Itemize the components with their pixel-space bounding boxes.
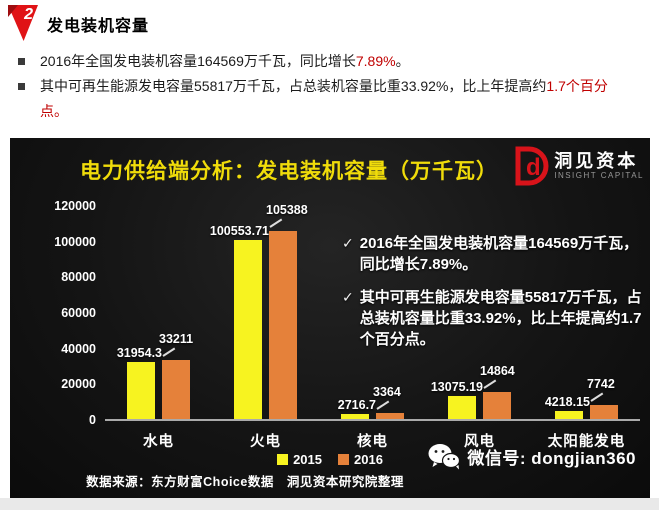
annotation-box: ✓ 2016年全国发电装机容量164569万千瓦，同比增长7.89%。 ✓ 其中… [342, 234, 642, 363]
bar-s0-c0: 31954.3 [117, 346, 162, 419]
legend-item-2015: 2015 [277, 452, 322, 467]
bar-s1-c4: 7742 [587, 377, 618, 419]
bar-group-3: 13075.19 14864 [426, 207, 533, 419]
y-tick-label: 0 [89, 413, 96, 427]
label-leader-line [376, 400, 390, 410]
svg-text:d: d [526, 154, 541, 181]
y-tick-label: 60000 [61, 306, 96, 320]
legend-swatch-icon [277, 454, 289, 465]
logo-name: 洞见资本 [554, 150, 639, 171]
bar-group-1: 100553.71 105388 [210, 203, 319, 419]
bar-s1-c1: 105388 [266, 203, 308, 419]
y-tick-label: 120000 [54, 199, 96, 213]
triangle-fold-shade [8, 5, 18, 17]
bar-value-label: 13075.19 [430, 380, 483, 394]
x-category-label: 太阳能发电 [547, 434, 626, 450]
bar-group-4: 4218.15 7742 [533, 207, 640, 419]
bar-s0-c1: 100553.71 [210, 224, 269, 419]
bullet-item-1: 2016年全国发电装机容量164569万千瓦，同比增长7.89%。 [16, 49, 630, 74]
annotation-text: 2016年全国发电装机容量164569万千瓦，同比增长7.89%。 [359, 235, 639, 273]
bullet-text: 2016年全国发电装机容量164569万千瓦，同比增长 [40, 53, 356, 69]
bar-value-label: 31954.3 [116, 346, 162, 360]
annotation-2: ✓ 其中可再生能源发电容量55817万千瓦，占总装机容量比重33.92%，比上年… [342, 288, 642, 350]
bullet-marker-icon [18, 58, 25, 65]
bar-value-label: 100553.71 [209, 224, 269, 238]
bar-group-0: 31954.3 33211 [105, 207, 212, 419]
section-number-icon: 2 [8, 5, 38, 41]
bullet-highlight: 7.89% [355, 53, 396, 69]
bar-value-label: 105388 [266, 203, 308, 217]
label-leader-line [162, 347, 176, 357]
plot-area: 31954.3 33211 100553.71 105388 2716.7 3364 130… [105, 203, 640, 421]
bar-value-label: 4218.15 [544, 395, 590, 409]
y-tick-label: 80000 [61, 270, 96, 285]
bullet-text: 其中可再生能源发电容量55817万千瓦，占总装机容量比重33.92%，比上年提高… [40, 78, 547, 94]
check-icon: ✓ [342, 235, 354, 251]
bar-s0-c3: 13075.19 [431, 380, 483, 419]
annotation-text: 其中可再生能源发电容量55817万千瓦，占总装机容量比重33.92%，比上年提高… [359, 289, 642, 348]
bar-value-label: 7742 [587, 377, 615, 391]
chart-title: 电力供给端分析：发电装机容量（万千瓦） [80, 160, 498, 183]
bar-value-label: 3364 [373, 385, 401, 399]
bullet-marker-icon [18, 83, 25, 90]
x-axis-labels: 水电 火电 核电 风电 太阳能发电 [105, 430, 640, 451]
label-leader-line [269, 218, 283, 228]
page-header: 2 发电装机容量 [8, 5, 149, 41]
y-tick-label: 40000 [61, 341, 96, 356]
chart-legend: 2015 2016 [10, 452, 650, 467]
label-leader-line [590, 392, 604, 402]
page-title: 发电装机容量 [47, 18, 150, 35]
logo-text: 洞见资本 INSIGHT CAPITAL [554, 150, 644, 181]
legend-item-2016: 2016 [338, 452, 383, 467]
x-category-label: 水电 [143, 434, 174, 450]
y-tick-label: 20000 [61, 377, 96, 392]
logo-d-icon: d [515, 146, 549, 186]
bottom-strip [0, 498, 659, 510]
check-icon: ✓ [342, 289, 354, 306]
bar-s1-c3: 14864 [480, 364, 515, 419]
annotation-1: ✓ 2016年全国发电装机容量164569万千瓦，同比增长7.89%。 [342, 234, 642, 275]
bar-value-label: 33211 [159, 332, 194, 346]
bar-s1-c2: 3364 [373, 385, 404, 419]
bar-value-label: 14864 [480, 364, 515, 378]
x-category-label: 核电 [357, 434, 388, 450]
wechat-id: 微信号: dongjian360 [467, 449, 636, 468]
insight-capital-logo: d 洞见资本 INSIGHT CAPITAL [513, 146, 644, 186]
logo-subtitle: INSIGHT CAPITAL [554, 170, 644, 180]
bar-s0-c2: 2716.7 [338, 398, 376, 419]
wechat-icon [428, 444, 461, 470]
bullet-text-end: 。 [395, 53, 410, 69]
label-leader-line [483, 379, 497, 389]
bullet-list: 2016年全国发电装机容量164569万千瓦，同比增长7.89%。 其中可再生能… [16, 49, 646, 124]
section-number: 2 [24, 6, 33, 23]
y-tick-label: 100000 [54, 234, 96, 249]
legend-label: 2015 [293, 452, 322, 467]
x-category-label: 火电 [250, 434, 281, 450]
bar-value-label: 2716.7 [337, 398, 376, 412]
data-source-note: 数据来源：东方财富Choice数据 洞见资本研究院整理 [86, 475, 404, 489]
bullet-highlight: 1.7个百分点。 [40, 78, 608, 119]
legend-swatch-icon [338, 454, 349, 465]
chart-panel: 电力供给端分析：发电装机容量（万千瓦） d 洞见资本 INSIGHT CAPIT… [10, 138, 650, 498]
bar-s0-c4: 4218.15 [545, 395, 590, 419]
bar-s1-c0: 33211 [159, 332, 193, 419]
bar-group-2: 2716.7 3364 [319, 207, 426, 419]
legend-label: 2016 [354, 452, 383, 467]
bullet-item-2: 其中可再生能源发电容量55817万千瓦，占总装机容量比重33.92%，比上年提高… [16, 74, 630, 124]
x-category-label: 风电 [464, 434, 495, 450]
wechat-contact: 微信号: dongjian360 [428, 443, 636, 470]
